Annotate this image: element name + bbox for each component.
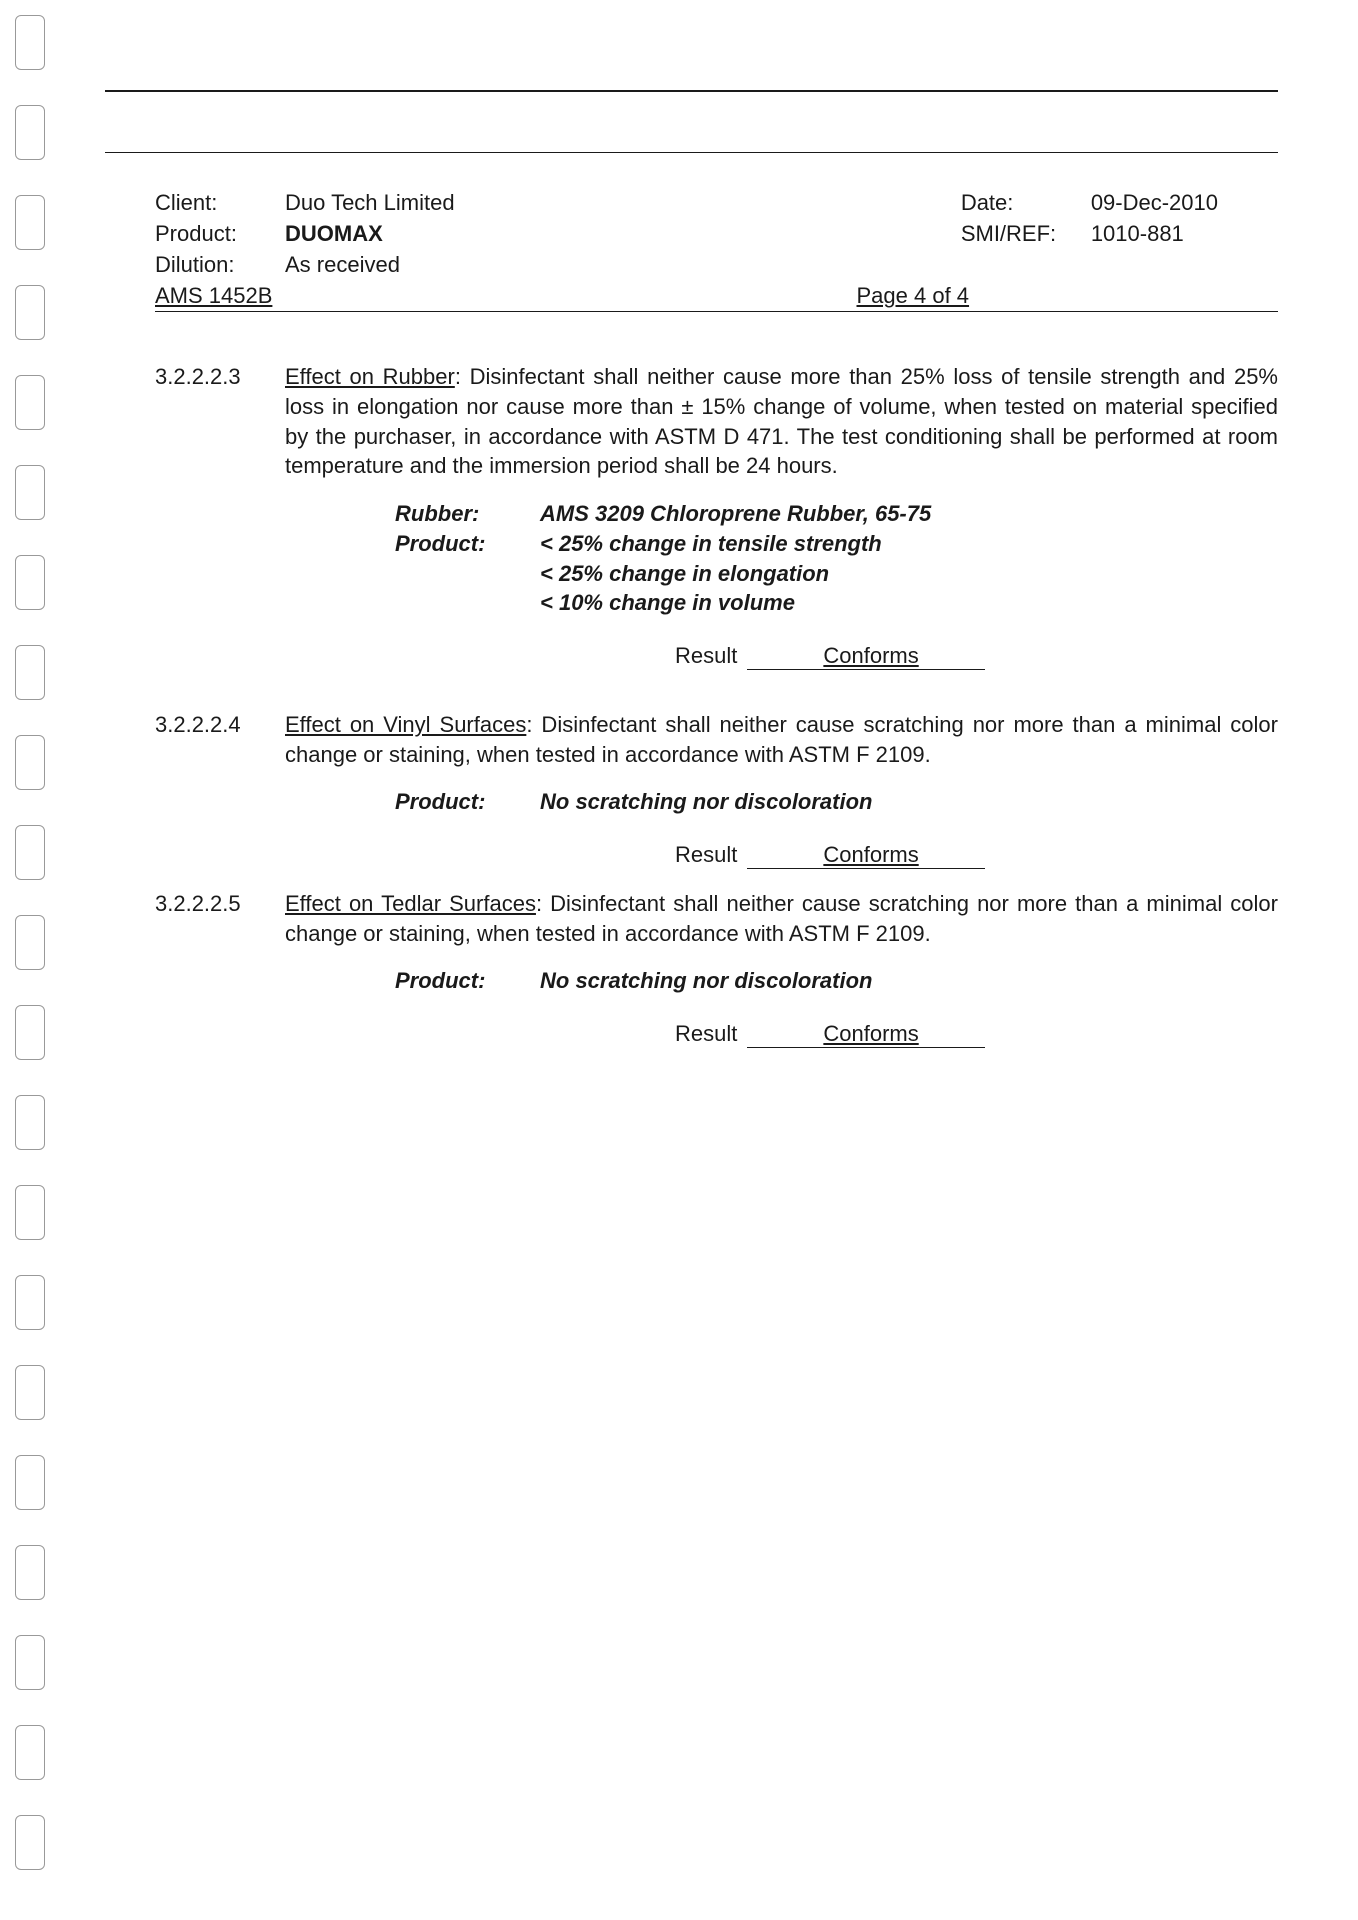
punch-hole bbox=[15, 195, 45, 250]
section-rubber: 3.2.2.2.3 Effect on Rubber: Disinfectant… bbox=[155, 362, 1278, 481]
ref-label: SMI/REF: bbox=[961, 219, 1091, 250]
product-spec-label: Product: bbox=[395, 529, 540, 559]
section-title: Effect on Vinyl Surfaces bbox=[285, 712, 526, 737]
spec-block-tedlar: Product: No scratching nor discoloration bbox=[285, 966, 1218, 996]
section-body: Effect on Vinyl Surfaces: Disinfectant s… bbox=[285, 710, 1278, 769]
section-vinyl: 3.2.2.2.4 Effect on Vinyl Surfaces: Disi… bbox=[155, 710, 1278, 769]
result-value: Conforms bbox=[817, 1021, 924, 1048]
result-value: Conforms bbox=[817, 842, 924, 869]
punch-hole bbox=[15, 1815, 45, 1870]
spec-line-2: < 25% change in elongation bbox=[540, 559, 829, 589]
client-value: Duo Tech Limited bbox=[285, 188, 455, 219]
punch-hole bbox=[15, 1275, 45, 1330]
punch-hole bbox=[15, 285, 45, 340]
punch-hole bbox=[15, 645, 45, 700]
product-spec-label: Product: bbox=[395, 966, 540, 996]
section-title: Effect on Tedlar Surfaces bbox=[285, 891, 536, 916]
result-line-2: Result Conforms bbox=[285, 842, 1278, 869]
punch-hole-strip bbox=[0, 0, 70, 1920]
punch-hole bbox=[15, 555, 45, 610]
page-number: Page 4 of 4 bbox=[577, 283, 1279, 309]
punch-hole bbox=[15, 1455, 45, 1510]
punch-hole bbox=[15, 1725, 45, 1780]
date-label: Date: bbox=[961, 188, 1091, 219]
punch-hole bbox=[15, 1365, 45, 1420]
punch-hole bbox=[15, 1005, 45, 1060]
product-value: DUOMAX bbox=[285, 219, 383, 250]
section-tedlar: 3.2.2.2.5 Effect on Tedlar Surfaces: Dis… bbox=[155, 889, 1278, 948]
ams-code: AMS 1452B bbox=[155, 283, 577, 309]
header-block: Client: Duo Tech Limited Product: DUOMAX… bbox=[155, 188, 1278, 280]
punch-hole bbox=[15, 1095, 45, 1150]
rule-thin bbox=[105, 152, 1278, 153]
spec-line-1: No scratching nor discoloration bbox=[540, 966, 872, 996]
header-left: Client: Duo Tech Limited Product: DUOMAX… bbox=[155, 188, 455, 280]
result-label: Result bbox=[675, 842, 737, 869]
spec-line-1: < 25% change in tensile strength bbox=[540, 529, 882, 559]
rubber-value: AMS 3209 Chloroprene Rubber, 65-75 bbox=[540, 499, 931, 529]
spec-line-3: < 10% change in volume bbox=[540, 588, 795, 618]
section-number: 3.2.2.2.5 bbox=[155, 889, 285, 948]
punch-hole bbox=[15, 465, 45, 520]
punch-hole bbox=[15, 825, 45, 880]
spec-line-1: No scratching nor discoloration bbox=[540, 787, 872, 817]
punch-hole bbox=[15, 915, 45, 970]
header-right: Date: 09-Dec-2010 SMI/REF: 1010-881 bbox=[961, 188, 1278, 280]
product-spec-label: Product: bbox=[395, 787, 540, 817]
rule-top bbox=[105, 90, 1278, 92]
punch-hole bbox=[15, 1185, 45, 1240]
punch-hole bbox=[15, 375, 45, 430]
product-label: Product: bbox=[155, 219, 285, 250]
dilution-label: Dilution: bbox=[155, 250, 285, 281]
punch-hole bbox=[15, 1545, 45, 1600]
result-line-1: Result Conforms bbox=[285, 643, 1278, 670]
result-label: Result bbox=[675, 643, 737, 670]
spec-block-rubber: Rubber: AMS 3209 Chloroprene Rubber, 65-… bbox=[285, 499, 1218, 618]
punch-hole bbox=[15, 735, 45, 790]
section-number: 3.2.2.2.3 bbox=[155, 362, 285, 481]
page-content: Client: Duo Tech Limited Product: DUOMAX… bbox=[0, 0, 1358, 1168]
ams-line: AMS 1452B Page 4 of 4 bbox=[155, 283, 1278, 312]
rubber-label: Rubber: bbox=[395, 499, 540, 529]
dilution-value: As received bbox=[285, 250, 400, 281]
spec-block-vinyl: Product: No scratching nor discoloration bbox=[285, 787, 1218, 817]
result-label: Result bbox=[675, 1021, 737, 1048]
section-title: Effect on Rubber bbox=[285, 364, 455, 389]
section-body: Effect on Tedlar Surfaces: Disinfectant … bbox=[285, 889, 1278, 948]
client-label: Client: bbox=[155, 188, 285, 219]
section-number: 3.2.2.2.4 bbox=[155, 710, 285, 769]
section-body: Effect on Rubber: Disinfectant shall nei… bbox=[285, 362, 1278, 481]
punch-hole bbox=[15, 15, 45, 70]
date-value: 09-Dec-2010 bbox=[1091, 188, 1218, 219]
result-line-3: Result Conforms bbox=[285, 1021, 1278, 1048]
result-value: Conforms bbox=[817, 643, 924, 670]
ref-value: 1010-881 bbox=[1091, 219, 1184, 250]
punch-hole bbox=[15, 105, 45, 160]
punch-hole bbox=[15, 1635, 45, 1690]
